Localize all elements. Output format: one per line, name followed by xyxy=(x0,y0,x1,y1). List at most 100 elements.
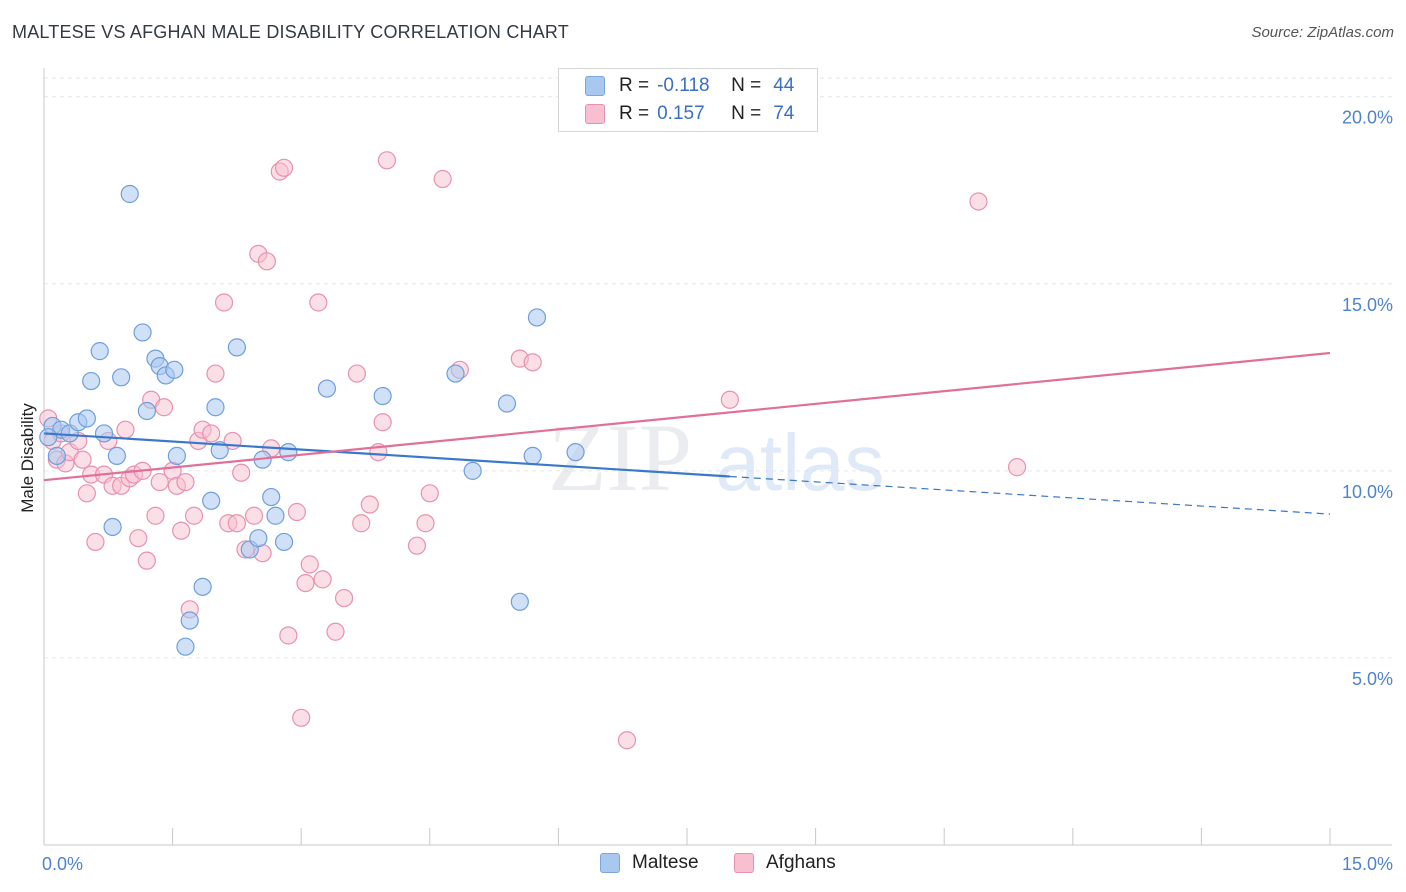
afghans-point xyxy=(279,626,298,645)
afghans-point xyxy=(206,364,225,383)
legend-r-label: R = xyxy=(619,103,650,124)
afghans-point xyxy=(244,506,264,525)
maltese-point xyxy=(47,446,66,465)
y-tick-label: 20.0% xyxy=(1342,108,1393,128)
maltese-point xyxy=(107,446,126,465)
trend-lines xyxy=(43,351,1331,515)
maltese-point xyxy=(566,443,585,462)
afghans-point xyxy=(287,502,307,522)
maltese-point xyxy=(77,409,96,428)
afghans-point xyxy=(433,169,452,189)
maltese-point xyxy=(176,637,195,656)
afghans-point xyxy=(116,420,135,439)
maltese-point xyxy=(82,371,101,391)
legend-r-value: -0.118 xyxy=(657,75,710,96)
maltese-point xyxy=(227,338,246,357)
afghans-point xyxy=(146,506,165,525)
source-credit: Source: ZipAtlas.com xyxy=(1251,24,1394,41)
maltese-point xyxy=(120,184,139,204)
maltese-point xyxy=(446,364,465,383)
maltese-points xyxy=(39,184,585,656)
afghans-point xyxy=(176,472,195,492)
maltese-trend-line xyxy=(43,432,730,478)
afghans-point xyxy=(352,514,371,533)
maltese-point xyxy=(317,379,337,398)
maltese-point xyxy=(510,592,529,611)
legend-row-maltese: R = -0.118 N = 44 xyxy=(585,73,794,99)
maltese-point xyxy=(274,532,294,552)
afghans-point xyxy=(150,472,169,492)
afghans-point xyxy=(720,390,739,409)
afghans-point xyxy=(360,495,379,514)
maltese-point xyxy=(463,461,482,480)
afghans-point xyxy=(969,192,988,211)
x-tick-label: 15.0% xyxy=(1342,854,1393,874)
series-legend: Maltese Afghans xyxy=(0,852,1406,878)
x-tick-label: 0.0% xyxy=(42,854,83,874)
legend-item-maltese[interactable]: Maltese xyxy=(600,852,699,874)
afghans-points xyxy=(39,151,1027,750)
afghans-point xyxy=(1007,458,1027,477)
legend-r-label: R = xyxy=(619,75,650,96)
y-axis-title: Male Disability xyxy=(18,403,37,513)
maltese-trend-extension xyxy=(729,475,1331,515)
watermark-atlas: atlas xyxy=(716,418,885,507)
afghans-point xyxy=(377,151,397,170)
maltese-point xyxy=(497,394,517,413)
afghans-point xyxy=(129,529,148,548)
afghans-point xyxy=(274,158,294,177)
afghans-point xyxy=(73,450,92,469)
legend-item-afghans[interactable]: Afghans xyxy=(734,852,836,874)
maltese-point xyxy=(262,487,281,507)
maltese-legend-swatch xyxy=(600,853,620,873)
legend-n-value: 44 xyxy=(773,75,795,96)
afghans-point xyxy=(214,293,234,312)
afghans-point xyxy=(292,708,311,727)
afghans-point xyxy=(334,588,354,608)
afghans-trend-line xyxy=(43,351,1331,482)
maltese-point xyxy=(193,577,212,596)
afghans-point xyxy=(154,398,174,417)
afghans-point xyxy=(202,424,221,443)
maltese-point xyxy=(249,529,268,548)
afghans-point xyxy=(257,252,277,271)
legend-n-label: N = xyxy=(731,103,762,124)
afghans-point xyxy=(617,731,637,750)
maltese-point xyxy=(373,386,392,406)
maltese-point xyxy=(180,611,199,630)
afghans-point xyxy=(300,555,319,574)
legend-r-value: 0.157 xyxy=(657,103,705,124)
afghans-point xyxy=(407,536,427,555)
watermark: ZIP atlas xyxy=(548,404,884,511)
maltese-swatch xyxy=(585,76,605,96)
maltese-point xyxy=(94,424,114,443)
legend-label-maltese: Maltese xyxy=(632,852,699,873)
legend-n-label: N = xyxy=(731,75,762,96)
legend-n-value: 74 xyxy=(773,103,795,124)
afghans-point xyxy=(227,514,246,533)
maltese-point xyxy=(167,446,186,465)
maltese-point xyxy=(202,491,221,510)
maltese-point xyxy=(279,443,298,462)
maltese-point xyxy=(112,368,131,387)
maltese-point xyxy=(523,446,542,465)
maltese-point xyxy=(266,506,285,525)
afghans-point xyxy=(77,484,96,503)
correlation-legend: R = -0.118 N = 44 R = 0.157 N = 74 xyxy=(558,68,818,132)
afghans-point xyxy=(232,463,251,482)
afghans-point xyxy=(86,532,105,552)
afghans-point xyxy=(347,364,367,383)
maltese-point xyxy=(527,308,547,327)
maltese-point xyxy=(39,428,58,447)
maltese-point xyxy=(206,398,225,417)
maltese-point xyxy=(210,441,229,460)
maltese-point xyxy=(137,401,156,421)
tick-labels: 5.0% 10.0% 15.0% 20.0% 0.0% 15.0% xyxy=(42,108,1393,874)
afghans-point xyxy=(373,413,392,432)
y-tick-label: 10.0% xyxy=(1342,482,1393,502)
afghans-point xyxy=(523,353,542,372)
legend-row-afghans: R = 0.157 N = 74 xyxy=(585,101,794,127)
afghans-swatch xyxy=(585,104,605,124)
afghans-legend-swatch xyxy=(734,853,754,873)
